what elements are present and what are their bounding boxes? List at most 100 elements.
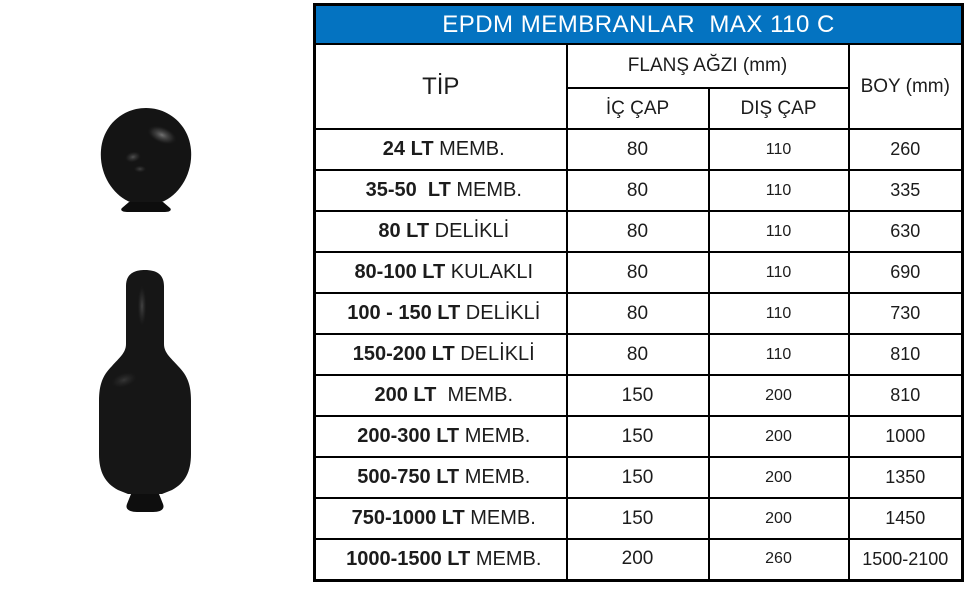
- ic-cap-cell: 200: [565, 538, 710, 581]
- tip-cell: 150-200 LT DELİKLİ: [313, 333, 568, 376]
- ic-cap-cell: 80: [565, 292, 710, 335]
- bottle-body: [99, 270, 191, 494]
- spec-table: EPDM MEMBRANLAR MAX 110 C TİP FLANŞ AĞZI…: [313, 3, 964, 582]
- dis-cap-cell: 110: [707, 210, 850, 253]
- tip-size-label: 80 LT: [378, 220, 430, 242]
- balloon-body: [100, 108, 192, 202]
- boy-cell: 1450: [847, 497, 964, 540]
- balloon-highlight-3: [133, 165, 147, 173]
- tip-cell: 80 LT DELİKLİ: [313, 210, 568, 253]
- tip-cell: 24 LT MEMB.: [313, 128, 568, 171]
- col-header-flans-agzi: FLANŞ AĞZI (mm): [565, 43, 850, 89]
- ic-cap-cell: 80: [565, 210, 710, 253]
- boy-cell: 1350: [847, 456, 964, 499]
- tip-size-label: 200-300 LT: [357, 425, 460, 447]
- boy-cell: 335: [847, 169, 964, 212]
- col-header-ic-cap: İÇ ÇAP: [565, 87, 710, 130]
- table-row: 80 LT DELİKLİ 80 110 630: [313, 210, 964, 253]
- table-row: 750-1000 LT MEMB. 150 200 1450: [313, 497, 964, 540]
- tip-cell: 100 - 150 LT DELİKLİ: [313, 292, 568, 335]
- tip-type-label: MEMB.: [459, 466, 531, 488]
- tip-type-label: MEMB.: [436, 384, 514, 406]
- tip-cell: 750-1000 LT MEMB.: [313, 497, 568, 540]
- bottle-flange: [126, 494, 164, 512]
- tip-type-label: DELİKLİ: [429, 220, 510, 242]
- ic-cap-cell: 150: [565, 456, 710, 499]
- boy-cell: 810: [847, 374, 964, 417]
- dis-cap-cell: 110: [707, 292, 850, 335]
- ic-cap-cell: 150: [565, 497, 710, 540]
- tip-size-label: 200 LT: [374, 384, 437, 406]
- boy-cell: 730: [847, 292, 964, 335]
- table-row: 80-100 LT KULAKLI 80 110 690: [313, 251, 964, 294]
- table-title: EPDM MEMBRANLAR MAX 110 C: [313, 3, 964, 45]
- title-row: EPDM MEMBRANLAR MAX 110 C: [313, 3, 964, 45]
- table-row: 200 LT MEMB. 150 200 810: [313, 374, 964, 417]
- table-row: 500-750 LT MEMB. 150 200 1350: [313, 456, 964, 499]
- tip-type-label: DELİKLİ: [454, 343, 535, 365]
- tip-size-label: 100 - 150 LT: [347, 302, 461, 324]
- dis-cap-cell: 110: [707, 251, 850, 294]
- tip-size-label: 1000-1500 LT: [346, 547, 471, 570]
- tip-cell: 200-300 LT MEMB.: [313, 415, 568, 458]
- ic-cap-cell: 150: [565, 374, 710, 417]
- table-row: 100 - 150 LT DELİKLİ 80 110 730: [313, 292, 964, 335]
- header-row-1: TİP FLANŞ AĞZI (mm) BOY (mm): [313, 43, 964, 130]
- col-header-tip: TİP: [313, 43, 568, 130]
- boy-cell: 1500-2100: [847, 538, 964, 581]
- boy-cell: 690: [847, 251, 964, 294]
- col-header-dis-cap: DIŞ ÇAP: [707, 87, 850, 130]
- dis-cap-cell: 200: [707, 456, 850, 499]
- tip-type-label: MEMB.: [459, 425, 531, 447]
- tip-size-label: 80-100 LT: [354, 261, 446, 283]
- tip-size-label: 24 LT: [382, 138, 434, 160]
- tip-cell: 35-50 LT MEMB.: [313, 169, 568, 212]
- col-header-boy: BOY (mm): [847, 43, 964, 130]
- tip-type-label: MEMB.: [464, 507, 536, 529]
- table-row: 35-50 LT MEMB. 80 110 335: [313, 169, 964, 212]
- tip-size-label: 150-200 LT: [352, 343, 455, 365]
- table-row: 24 LT MEMB. 80 110 260: [313, 128, 964, 171]
- tip-type-label: MEMB.: [450, 179, 522, 201]
- dis-cap-cell: 200: [707, 374, 850, 417]
- header-row-2: İÇ ÇAP DIŞ ÇAP: [315, 87, 963, 130]
- tip-type-label: DELİKLİ: [460, 302, 541, 324]
- tip-type-label: MEMB.: [470, 547, 542, 570]
- dis-cap-cell: 200: [707, 415, 850, 458]
- ic-cap-cell: 150: [565, 415, 710, 458]
- balloon-highlight: [145, 124, 179, 146]
- bottle-membrane-photo: [99, 270, 191, 512]
- bottle-neck-highlight: [137, 283, 147, 329]
- dis-cap-cell: 110: [707, 128, 850, 171]
- table-row: 1000-1500 LT MEMB. 200 260 1500-2100: [313, 538, 964, 581]
- ic-cap-cell: 80: [565, 169, 710, 212]
- dis-cap-cell: 200: [707, 497, 850, 540]
- table-row: 200-300 LT MEMB. 150 200 1000: [313, 415, 964, 458]
- boy-cell: 1000: [847, 415, 964, 458]
- balloon-membrane-photo: [100, 108, 192, 212]
- boy-cell: 260: [847, 128, 964, 171]
- ic-cap-cell: 80: [565, 333, 710, 376]
- tip-cell: 500-750 LT MEMB.: [313, 456, 568, 499]
- bottle-shoulder-highlight: [109, 371, 139, 389]
- balloon-highlight-2: [124, 150, 142, 164]
- tip-size-label: 35-50 LT: [365, 179, 451, 201]
- tip-cell: 200 LT MEMB.: [313, 374, 568, 417]
- tip-cell: 1000-1500 LT MEMB.: [313, 538, 568, 581]
- dis-cap-cell: 260: [707, 538, 850, 581]
- table-row: 150-200 LT DELİKLİ 80 110 810: [313, 333, 964, 376]
- table-body: 24 LT MEMB. 80 110 260 35-50 LT MEMB. 80…: [313, 128, 964, 581]
- dis-cap-cell: 110: [707, 169, 850, 212]
- balloon-flange: [121, 202, 171, 212]
- boy-cell: 810: [847, 333, 964, 376]
- boy-cell: 630: [847, 210, 964, 253]
- ic-cap-cell: 80: [565, 251, 710, 294]
- dis-cap-cell: 110: [707, 333, 850, 376]
- tip-cell: 80-100 LT KULAKLI: [313, 251, 568, 294]
- tip-type-label: KULAKLI: [445, 261, 534, 283]
- tip-size-label: 750-1000 LT: [351, 507, 465, 529]
- tip-type-label: MEMB.: [433, 138, 505, 160]
- ic-cap-cell: 80: [565, 128, 710, 171]
- tip-size-label: 500-750 LT: [357, 466, 460, 488]
